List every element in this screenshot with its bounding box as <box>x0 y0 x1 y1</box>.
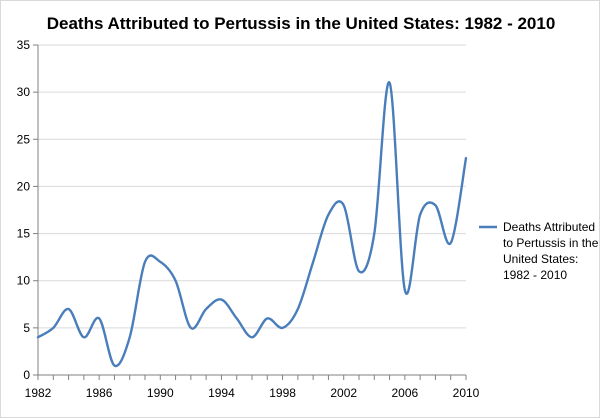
x-tick-label: 1986 <box>86 386 113 400</box>
y-tick-label: 15 <box>17 227 31 241</box>
y-tick-label: 35 <box>17 38 31 52</box>
y-tick-label: 20 <box>17 179 31 193</box>
legend-label-line: Deaths Attributed <box>503 220 595 234</box>
y-tick-label: 10 <box>17 274 31 288</box>
legend-label-line: to Pertussis in the <box>503 236 599 250</box>
series-line <box>36 81 468 368</box>
gridlines <box>38 44 466 376</box>
x-tick-label: 2006 <box>392 386 419 400</box>
legend-label-line: 1982 - 2010 <box>503 268 567 282</box>
x-tick-label: 1998 <box>269 386 296 400</box>
x-tick-label: 1982 <box>25 386 52 400</box>
legend-label-line: United States: <box>503 252 578 266</box>
legend: Deaths Attributed to Pertussis in the Unit… <box>479 220 599 282</box>
x-axis: 1982 1986 1990 1994 1998 2002 2006 2010 <box>25 374 480 400</box>
y-axis: 0 5 10 15 20 25 30 35 <box>17 38 39 382</box>
y-tick-label: 0 <box>23 368 30 382</box>
y-tick-label: 25 <box>17 132 31 146</box>
x-tick-label: 1990 <box>147 386 174 400</box>
y-tick-label: 5 <box>23 321 30 335</box>
series-line-group <box>36 81 468 368</box>
chart-title: Deaths Attributed to Pertussis in the Un… <box>47 14 556 33</box>
y-tick-label: 30 <box>17 85 31 99</box>
x-tick-label: 2002 <box>330 386 357 400</box>
x-tick-label: 2010 <box>453 386 480 400</box>
x-tick-label: 1994 <box>208 386 235 400</box>
